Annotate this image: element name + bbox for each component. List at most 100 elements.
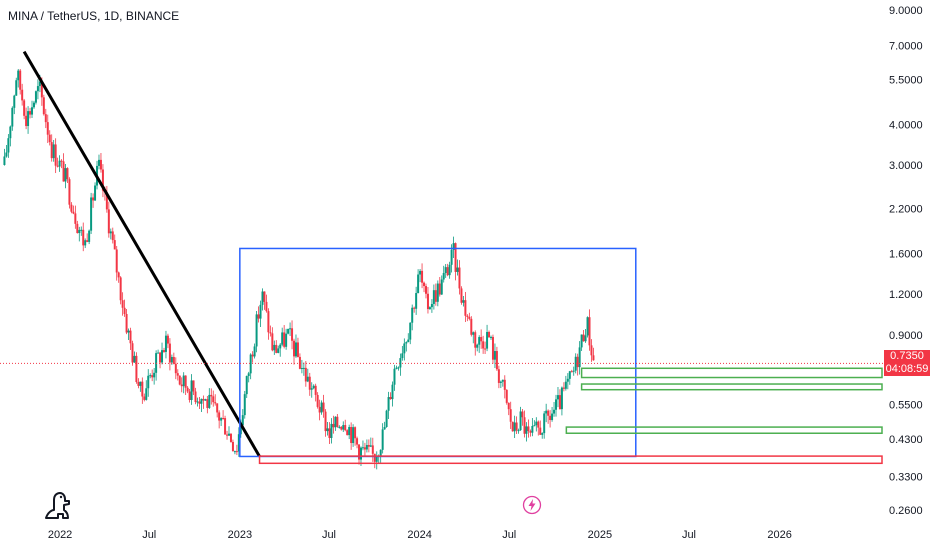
candle xyxy=(342,421,345,433)
candle xyxy=(566,373,569,390)
candle xyxy=(101,164,104,198)
bar-countdown-label: 04:08:59 xyxy=(884,363,930,377)
candle xyxy=(198,397,201,410)
candle xyxy=(66,167,69,184)
candle xyxy=(409,322,412,345)
candle xyxy=(306,368,309,383)
candle xyxy=(117,271,120,283)
candle xyxy=(411,304,414,331)
candle xyxy=(432,284,435,310)
candle xyxy=(426,287,429,314)
x-tick-label: 2026 xyxy=(767,529,791,541)
candle xyxy=(371,437,374,462)
candle xyxy=(480,329,483,349)
candle xyxy=(265,294,268,313)
candle xyxy=(556,387,559,408)
candle xyxy=(549,410,552,428)
candle xyxy=(99,152,102,173)
candle xyxy=(72,205,75,215)
candle xyxy=(25,107,28,130)
lightning-event-icon[interactable] xyxy=(522,495,542,520)
candle xyxy=(74,205,77,229)
candle xyxy=(574,353,577,374)
chart-drawings[interactable] xyxy=(22,50,883,465)
candle xyxy=(503,375,506,399)
candle xyxy=(499,380,502,389)
candle xyxy=(588,309,591,351)
candle xyxy=(111,227,114,244)
candle xyxy=(54,138,57,174)
candle xyxy=(94,182,97,202)
candle xyxy=(474,330,477,356)
price-axis[interactable]: 9.0000 7.0000 5.5000 4.0000 3.0000 2.2000 1.60… xyxy=(889,5,923,517)
trendline[interactable] xyxy=(22,50,261,458)
candle xyxy=(367,439,370,453)
tradingview-dino-icon[interactable] xyxy=(42,488,76,527)
candle xyxy=(393,364,396,391)
candle xyxy=(9,125,12,147)
candle xyxy=(324,409,327,437)
candle xyxy=(592,347,595,361)
candle xyxy=(19,68,22,95)
candle xyxy=(68,177,71,209)
candle xyxy=(289,322,292,337)
candle xyxy=(90,192,93,235)
candle xyxy=(60,159,63,169)
candle xyxy=(434,283,437,306)
candle xyxy=(229,433,232,443)
candle xyxy=(113,234,116,250)
candle xyxy=(527,419,530,438)
candle xyxy=(444,264,447,278)
candle xyxy=(161,342,164,365)
candle xyxy=(533,420,536,427)
x-tick-label: 2023 xyxy=(228,529,252,541)
candle xyxy=(131,340,134,366)
candle xyxy=(452,236,455,258)
candle xyxy=(76,220,79,234)
candle xyxy=(562,382,565,392)
candle xyxy=(294,334,297,358)
candle xyxy=(283,325,286,349)
support-zone[interactable] xyxy=(580,383,883,391)
candle xyxy=(389,392,392,400)
candle xyxy=(391,381,394,407)
x-tick-label: 2022 xyxy=(48,529,72,541)
candle xyxy=(340,426,343,431)
candle xyxy=(202,395,205,409)
candle xyxy=(164,330,167,359)
time-axis[interactable]: 2022 Jul 2023 Jul 2024 Jul 2025 Jul 2026 xyxy=(48,529,792,541)
candle xyxy=(168,338,171,371)
candle xyxy=(11,106,14,131)
candle xyxy=(42,94,45,116)
candle xyxy=(352,424,355,447)
candle xyxy=(415,286,418,315)
candle xyxy=(328,422,331,445)
candle xyxy=(590,339,593,362)
candle xyxy=(381,423,384,454)
candle xyxy=(423,281,426,293)
candle xyxy=(535,417,538,432)
candle xyxy=(7,134,10,158)
candlestick-series xyxy=(3,68,595,470)
candle xyxy=(190,374,193,405)
support-zone[interactable] xyxy=(580,367,883,379)
candle xyxy=(147,369,150,397)
x-tick-label: Jul xyxy=(142,529,156,541)
support-zone[interactable] xyxy=(565,426,883,434)
candle xyxy=(228,426,231,436)
candle xyxy=(206,395,209,414)
candle xyxy=(466,314,469,322)
candle xyxy=(401,345,404,361)
resistance-zone[interactable] xyxy=(258,455,883,465)
candle xyxy=(196,397,199,407)
candle xyxy=(488,330,491,338)
candle xyxy=(210,388,213,405)
symbol-title[interactable]: MINA / TetherUS, 1D, BINANCE xyxy=(8,9,180,23)
range-box[interactable] xyxy=(239,247,637,458)
candle xyxy=(484,341,487,355)
candle xyxy=(82,222,85,252)
candle xyxy=(259,300,262,328)
candle xyxy=(405,341,408,352)
candle xyxy=(551,407,554,422)
